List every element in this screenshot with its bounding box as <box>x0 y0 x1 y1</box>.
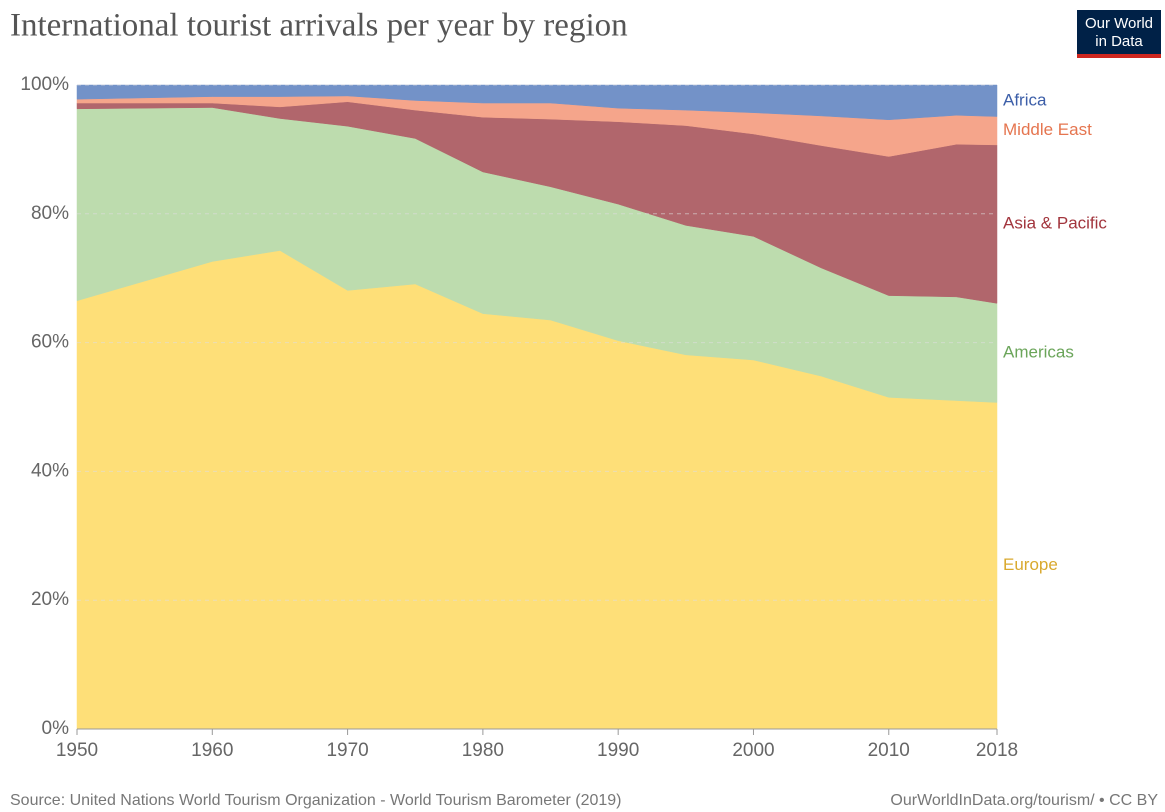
legend-label: Europe <box>1003 555 1058 574</box>
x-tick-label: 1970 <box>326 740 368 761</box>
area <box>76 84 998 121</box>
y-tick-label: 40% <box>31 460 69 481</box>
y-tick-label: 0% <box>42 718 70 739</box>
logo-text: Our World <box>1085 15 1153 32</box>
x-tick-label: 1960 <box>191 740 233 761</box>
x-tick-label: 2010 <box>868 740 910 761</box>
y-tick-label: 80% <box>31 203 69 224</box>
legend-label: Americas <box>1003 342 1074 361</box>
legend-label: Asia & Pacific <box>1003 214 1107 233</box>
legend-label: Middle East <box>1003 120 1092 139</box>
logo-text: in Data <box>1095 33 1143 50</box>
logo: Our World in Data <box>1077 10 1161 58</box>
logo-box <box>1077 10 1161 54</box>
credit: OurWorldInData.org/tourism/ • CC BY <box>890 792 1158 809</box>
x-tick-label: 2018 <box>976 740 1018 761</box>
x-tick-label: 1950 <box>56 740 98 761</box>
y-tick-label: 60% <box>31 332 69 353</box>
y-tick-label: 100% <box>20 74 69 95</box>
legend-label: Africa <box>1003 90 1047 109</box>
y-tick-label: 20% <box>31 589 69 610</box>
logo-bar <box>1077 54 1161 58</box>
x-tick-label: 2000 <box>732 740 774 761</box>
x-tick-label: 1980 <box>462 740 504 761</box>
chart-title: International tourist arrivals per year … <box>10 8 628 44</box>
x-tick-label: 1990 <box>597 740 639 761</box>
source: Source: United Nations World Tourism Org… <box>10 792 622 809</box>
